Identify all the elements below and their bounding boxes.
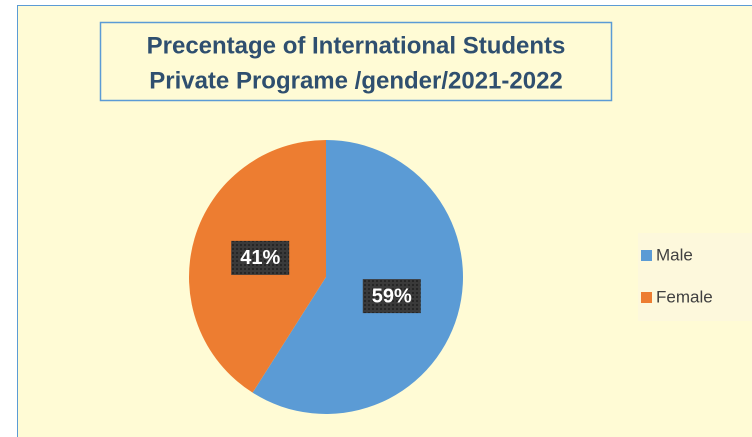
- chart-title: Precentage of International Students: [147, 32, 566, 59]
- legend-label: Female: [656, 287, 713, 306]
- data-label-box: [231, 240, 290, 275]
- legend-label: Male: [656, 245, 693, 264]
- title-box: [99, 21, 613, 102]
- legend-box: [638, 233, 752, 321]
- pie-slice: [252, 140, 464, 415]
- legend-swatch: [641, 292, 652, 303]
- data-label: 59%: [372, 285, 412, 307]
- data-label-box: [362, 279, 421, 314]
- legend-swatch: [641, 250, 652, 261]
- data-label: 41%: [240, 247, 280, 269]
- chart-title: Private Programe /gender/2021-2022: [149, 67, 563, 94]
